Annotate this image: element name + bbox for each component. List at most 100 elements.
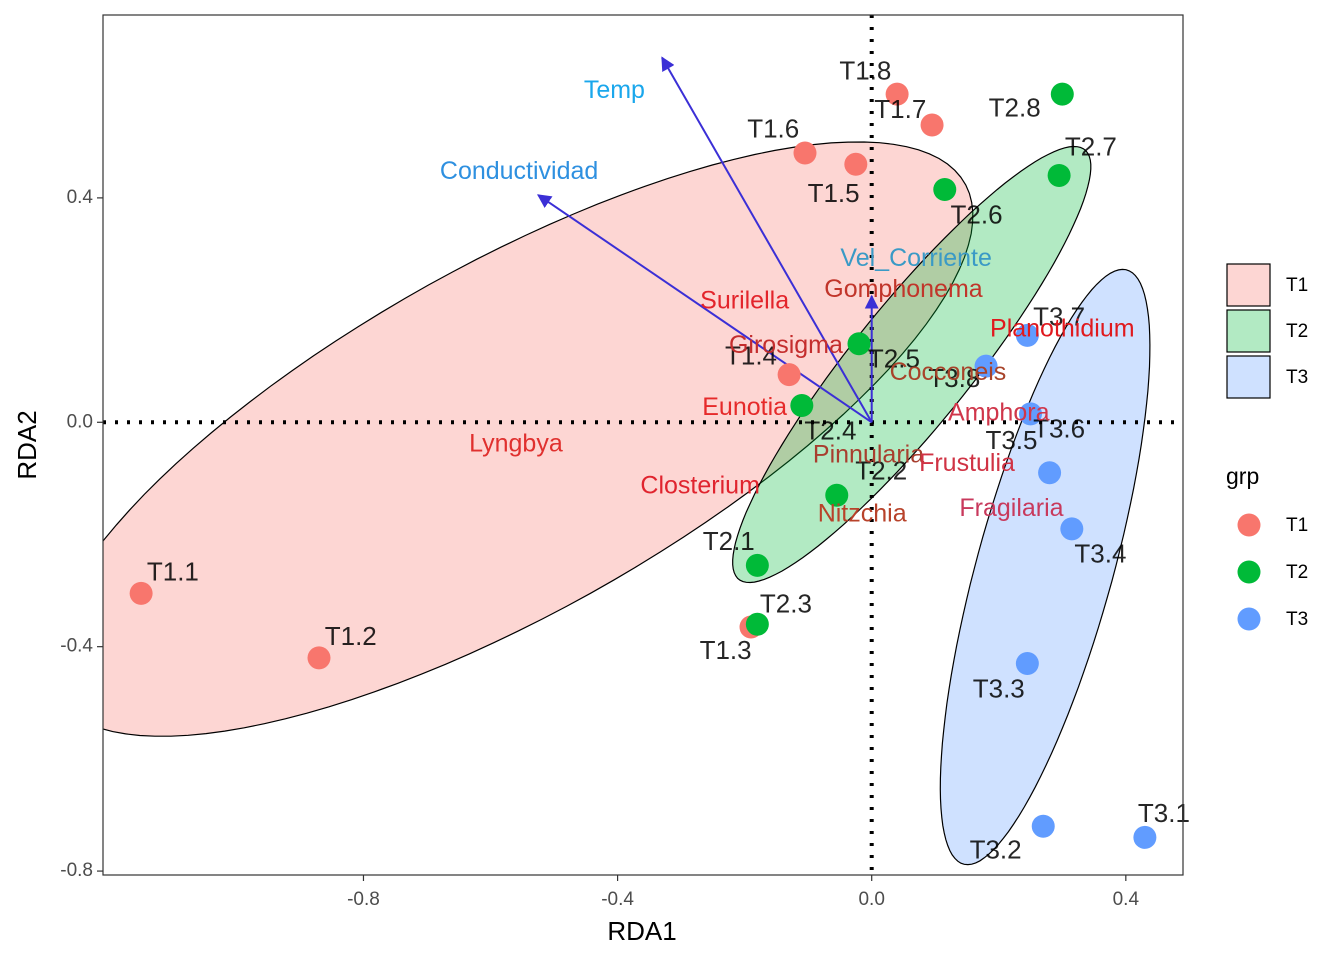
point-label: T2.5 [868,343,920,373]
legend-point-key [1237,513,1261,537]
point-T3.5 [1038,461,1062,485]
y-tick-label: 0.4 [67,187,94,208]
point-T3.8 [974,354,998,378]
x-tick-label: 0.0 [858,889,884,910]
point-label: T2.7 [1065,131,1117,161]
point-label: T3.8 [928,363,980,393]
point-label: T1.4 [725,341,777,371]
x-tick-label: 0.4 [1113,889,1140,910]
arrow-conductividad [537,194,873,424]
point-label: T3.4 [1074,539,1126,569]
legend-point-key [1237,607,1261,631]
point-label: T2.4 [804,415,856,445]
point-T2.2 [825,483,849,507]
legend-fill-key [1226,355,1271,399]
point-label: T2.6 [951,199,1003,229]
legend-point-key [1237,560,1261,584]
arrow-labels: Temp Conductividad Vel_Corriente [440,76,992,272]
species-labels: Surilella Gomphonema Girosigma Planothidium… [469,275,1134,527]
y-tick-label: 0.0 [67,411,93,432]
point-T2.5 [847,332,871,356]
species-label: Planothidium [990,314,1135,342]
point-T2.4 [790,393,814,417]
point-label: T3.1 [1138,798,1190,828]
point-T1.8 [885,82,909,106]
point-T2.3 [745,612,769,636]
legend-title: grp [1226,463,1259,489]
legend: T1 T2 T3 grp T1 T2 T3 [1226,263,1308,631]
point-T3.1 [1133,825,1157,849]
point-label: T3.7 [1033,301,1085,331]
y-tick-label: -0.8 [60,860,93,881]
point-label: T3.2 [970,834,1022,864]
point-label: T2.1 [703,526,755,556]
reference-lines [103,15,1183,875]
point-label: T3.5 [985,425,1037,455]
ellipse-t1 [103,141,974,737]
arrow-temp [661,56,873,423]
point-T2.1 [745,553,769,577]
point-T2.6 [933,177,957,201]
y-axis-title: RDA2 [12,410,42,479]
point-T2.7 [1047,163,1071,187]
point-T1.5 [844,152,868,176]
y-tick-label: -0.4 [60,636,93,657]
point-T1.2 [307,646,331,670]
species-label: Gomphonema [824,275,983,303]
sample-labels: T1.1 T1.2 T1.3 T1.4 T1.5 T1.6 T1.7 T1.8 T2.1 T2.2… [147,56,1190,865]
point-T1.1 [129,581,153,605]
point-T1.6 [793,141,817,165]
x-axis-title: RDA1 [607,916,676,946]
species-label: Eunotia [702,393,787,421]
point-label: T3.6 [1033,414,1085,444]
point-label: T1.1 [147,557,199,587]
arrow-label: Conductividad [440,157,598,185]
species-label: Pinnularia [813,441,924,469]
point-T3.2 [1031,814,1055,838]
point-T1.7 [920,113,944,137]
legend-point-label: T3 [1286,609,1308,630]
sample-points [129,82,1157,849]
point-label: T1.3 [700,635,752,665]
species-label: Surilella [700,286,789,314]
legend-fill-label: T1 [1286,275,1308,296]
point-T2.8 [1050,82,1074,106]
arrow-label: Temp [584,76,645,104]
point-label: T1.6 [747,113,799,143]
point-label: T1.7 [874,94,926,124]
arrow-label: Vel_Corriente [840,244,991,272]
environmental-arrows [537,56,879,424]
legend-fill-key [1226,263,1271,307]
legend-point-label: T1 [1286,515,1308,536]
legend-point-label: T2 [1286,562,1308,583]
point-label: T2.3 [760,589,812,619]
legend-fill-label: T3 [1286,367,1308,388]
point-T1.4 [777,363,801,387]
x-tick-label: -0.4 [601,889,634,910]
point-label: T1.2 [325,621,377,651]
point-label: T3.3 [973,673,1025,703]
point-T3.4 [1060,517,1084,541]
species-label: Fragilaria [959,494,1063,522]
point-label: T1.8 [839,56,891,86]
x-tick-label: -0.8 [347,889,380,910]
species-label: Frustulia [919,449,1015,477]
species-label: Amphora [948,398,1050,426]
point-T3.6 [1019,402,1043,426]
legend-fill-key [1226,309,1271,353]
axes: -0.8 -0.4 0.0 0.4 -0.8 -0.4 0.0 0.4 [60,187,1139,910]
species-label: Cocconeis [890,358,1007,386]
panel-border [102,14,1184,876]
legend-fill-label: T2 [1286,321,1308,342]
point-label: T2.2 [855,456,907,486]
species-label: Lyngbya [469,429,563,457]
point-T3.3 [1015,652,1039,676]
point-label: T2.8 [989,93,1041,123]
confidence-ellipses [103,141,1151,866]
species-label: Closterium [640,471,759,499]
species-label: Nitzchia [818,499,907,527]
point-label: T1.5 [808,178,860,208]
species-label: Girosigma [729,331,843,359]
